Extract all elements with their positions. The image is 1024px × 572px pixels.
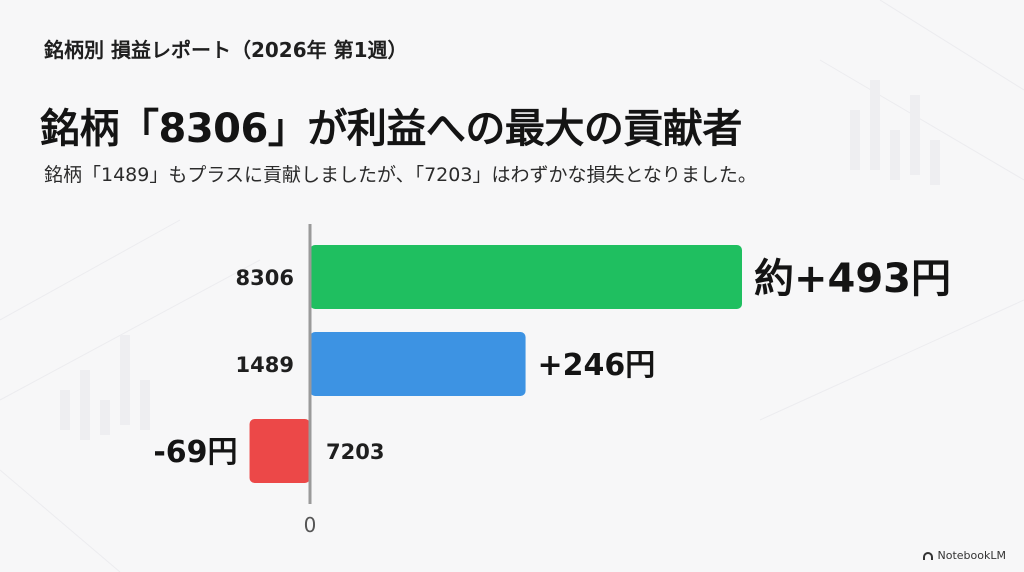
category-label-1489: 1489 [236, 353, 294, 377]
axis-tick-label: 0 [304, 513, 317, 537]
category-label-8306: 8306 [236, 266, 294, 290]
value-label-7203: -69円 [153, 435, 237, 470]
category-label-7203: 7203 [326, 440, 384, 464]
value-label-1489: +246円 [538, 348, 656, 383]
page-title: 銘柄「8306」が利益への最大の貢献者 [40, 106, 742, 152]
bar-7203 [249, 419, 310, 483]
logo-text: NotebookLM [937, 549, 1006, 562]
page-subtitle: 銘柄「1489」もプラスに貢献しましたが、「7203」はわずかな損失となりました… [44, 164, 757, 186]
value-label-8306: 約+493円 [754, 256, 951, 302]
notebooklm-logo-icon [922, 551, 933, 560]
bar-8306 [310, 245, 742, 309]
slide-label: 銘柄別 損益レポート（2026年 第1週） [44, 38, 408, 62]
bar-1489 [310, 332, 526, 396]
notebooklm-logo: NotebookLM [922, 549, 1006, 562]
